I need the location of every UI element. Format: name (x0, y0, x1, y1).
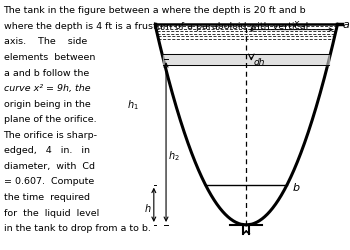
Text: a and b follow the: a and b follow the (4, 68, 89, 77)
Text: where the depth is 4 ft is a frustum of a paraboloid with vertical: where the depth is 4 ft is a frustum of … (4, 22, 308, 31)
Text: The tank in the figure between a where the depth is 20 ft and b: The tank in the figure between a where t… (4, 6, 306, 15)
Text: = 0.607.  Compute: = 0.607. Compute (4, 177, 94, 186)
Text: diameter,  with  Cd: diameter, with Cd (4, 161, 94, 170)
Text: edged,   4   in.   in: edged, 4 in. in (4, 146, 90, 155)
Text: origin being in the: origin being in the (4, 99, 90, 108)
Text: elements  between: elements between (4, 53, 95, 62)
Text: $h_1$: $h_1$ (127, 98, 139, 112)
Text: x: x (293, 18, 299, 28)
Text: curve x² = 9h, the: curve x² = 9h, the (4, 84, 90, 93)
Text: for  the  liquid  level: for the liquid level (4, 208, 99, 217)
Text: a: a (343, 20, 349, 30)
Text: plane of the orifice.: plane of the orifice. (4, 115, 96, 124)
Text: in the tank to drop from a to b.: in the tank to drop from a to b. (4, 223, 150, 232)
Text: b: b (292, 182, 299, 192)
Text: $h$: $h$ (144, 201, 151, 213)
Text: the time  required: the time required (4, 192, 90, 201)
Text: dh: dh (254, 58, 265, 67)
Text: The orifice is sharp-: The orifice is sharp- (4, 130, 98, 139)
Text: axis.    The    side: axis. The side (4, 37, 87, 46)
Text: $h_2$: $h_2$ (168, 149, 180, 162)
